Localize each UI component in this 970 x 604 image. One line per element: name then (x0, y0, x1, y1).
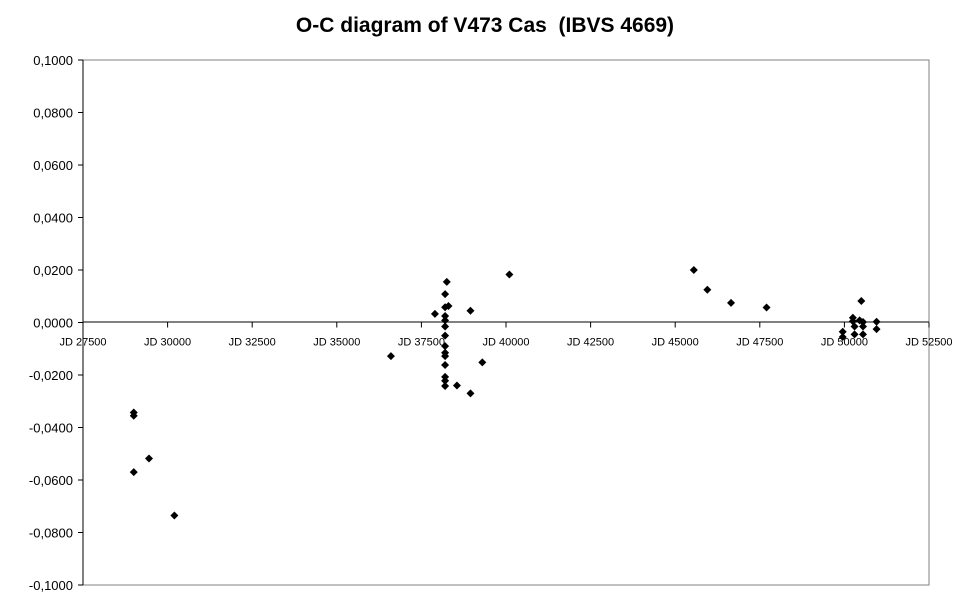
x-tick-label: JD 35000 (313, 337, 360, 349)
data-point (452, 381, 461, 390)
x-tick-label: JD 32500 (229, 337, 276, 349)
data-point (838, 332, 847, 341)
y-tick-label: -0,0600 (29, 473, 73, 488)
data-point (838, 327, 847, 336)
data-points (129, 266, 881, 520)
data-point (762, 303, 771, 312)
data-point (872, 325, 881, 334)
x-tick-label: JD 45000 (652, 337, 699, 349)
y-tick-label: 0,0400 (33, 211, 73, 226)
data-point (466, 306, 475, 315)
data-point (859, 322, 868, 331)
data-point (689, 266, 698, 274)
data-point (857, 296, 866, 305)
data-point (859, 330, 868, 339)
y-tick-label: -0,0800 (29, 526, 73, 541)
data-point (441, 331, 450, 340)
x-tick-label: JD 27500 (59, 337, 106, 349)
data-point (703, 285, 712, 294)
data-point (441, 303, 450, 312)
x-tick-label: JD 52500 (905, 337, 952, 349)
data-point (505, 270, 514, 279)
x-tick-label: JD 37500 (398, 337, 445, 349)
data-point (441, 352, 450, 361)
data-point (441, 316, 450, 325)
y-axis-ticks: 0,1000 0,0800 0,0600 0,0400 0,0200 0,0000 -0,0… (29, 53, 83, 593)
data-point (478, 358, 487, 367)
data-point (441, 322, 450, 331)
data-point (442, 277, 451, 286)
data-point (466, 389, 475, 398)
y-tick-label: -0,1000 (29, 578, 73, 593)
chart-title: O-C diagram of V473 Cas (IBVS 4669) (295, 14, 675, 37)
data-point (872, 317, 881, 326)
data-point (430, 309, 439, 318)
data-point (859, 317, 868, 326)
data-point (170, 511, 179, 520)
data-point (441, 290, 450, 299)
data-point (441, 311, 450, 320)
y-tick-label: 0,1000 (33, 53, 73, 68)
x-tick-label: JD 40000 (482, 337, 529, 349)
data-point (441, 376, 450, 385)
data-point (850, 322, 859, 331)
y-tick-label: -0,0200 (29, 368, 73, 383)
y-tick-label: 0,0800 (33, 106, 73, 121)
data-point (144, 454, 153, 463)
data-point (727, 298, 736, 307)
data-point (441, 361, 450, 370)
data-point (386, 352, 395, 361)
x-tick-label: JD 30000 (144, 337, 191, 349)
y-tick-label: 0,0000 (33, 316, 73, 331)
y-tick-label: 0,0600 (33, 158, 73, 173)
data-point (441, 342, 450, 351)
x-tick-label: JD 50000 (821, 337, 868, 349)
x-tick-label: JD 42500 (567, 337, 614, 349)
y-tick-label: -0,0400 (29, 421, 73, 436)
data-point (850, 330, 859, 339)
data-point (129, 468, 138, 477)
x-axis-ticks: JD 27500 JD 30000 JD 32500 JD 35000 JD 37500… (59, 322, 953, 349)
y-tick-label: 0,0200 (33, 263, 73, 278)
data-point (129, 411, 138, 420)
data-point (441, 382, 450, 391)
x-tick-label: JD 47500 (736, 337, 783, 349)
